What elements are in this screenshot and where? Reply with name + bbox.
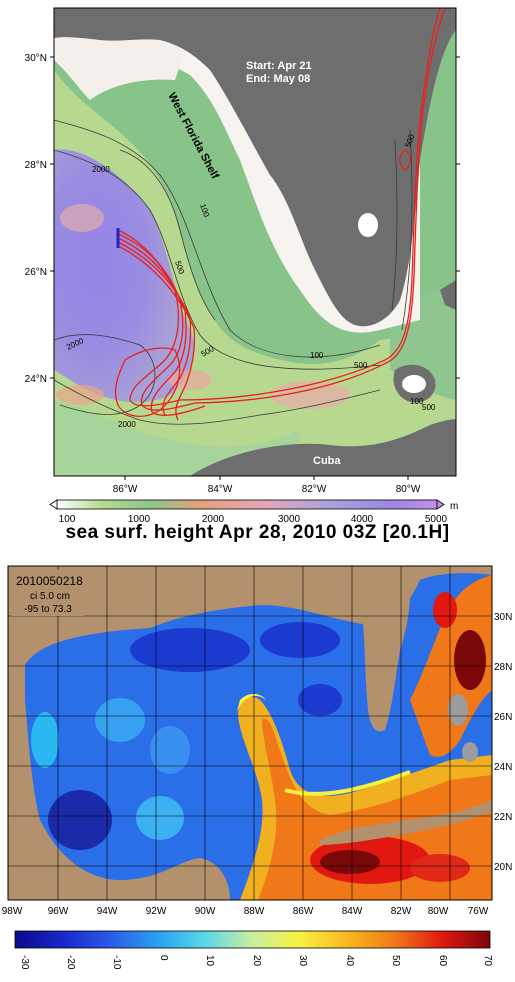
- contour-label: 100: [410, 397, 424, 406]
- contour-label: 500: [173, 260, 186, 276]
- ssh-lon-label: 86W: [293, 906, 314, 917]
- ssh-lon-label: 82W: [391, 906, 412, 917]
- ssh-colorbar-tick: -10: [111, 955, 122, 970]
- ssh-colorbar-tick: 70: [482, 955, 493, 967]
- florida-landmass: [54, 8, 456, 327]
- ssh-info-box: [12, 570, 84, 616]
- ssh-info-id: 2010050218: [16, 574, 83, 588]
- ssh-lon-label: 96W: [48, 906, 69, 917]
- ssh-frame: [7, 565, 493, 901]
- drifter-trajectories: [114, 8, 446, 421]
- lon-tick-label: 80°W: [396, 484, 421, 495]
- ssh-lon-label: 88W: [244, 906, 265, 917]
- lon-tick-label: 84°W: [208, 484, 233, 495]
- ssh-colorbar-tick: 20: [251, 955, 262, 967]
- bathymetry-map: 30°N 28°N 26°N 24°N 86°W 84°W 82°W 80°W …: [25, 7, 460, 525]
- ssh-colorbar-tick: -30: [19, 955, 30, 970]
- colorbar-tick: 100: [59, 514, 76, 525]
- colorbar-tick: 4000: [351, 514, 374, 525]
- contour-label: 500: [422, 403, 436, 412]
- colorbar-tick: 1000: [128, 514, 151, 525]
- ssh-colorbar-tick: 0: [158, 955, 169, 961]
- bathymetry-panel: 30°N 28°N 26°N 24°N 86°W 84°W 82°W 80°W …: [25, 7, 460, 525]
- colorbar-tick: 3000: [278, 514, 301, 525]
- lon-tick-label: 82°W: [302, 484, 327, 495]
- ssh-colorbar-tick: 50: [390, 955, 401, 967]
- ssh-lat-label: 20N: [494, 862, 512, 873]
- cuba-land: [320, 800, 492, 845]
- ssh-colorbar-tick: 60: [437, 955, 448, 967]
- ssh-title: sea surf. height Apr 28, 2010 03Z [20.1H…: [65, 522, 450, 543]
- cuba-landmass: [190, 419, 456, 476]
- colorbar-unit: m: [450, 501, 458, 512]
- lon-tick-label: 86°W: [113, 484, 138, 495]
- contour-label: 500: [403, 133, 416, 149]
- bathymetry-colorbar: [49, 499, 445, 510]
- ssh-colorbar-tick: 40: [344, 955, 355, 967]
- ssh-lat-label: 28N: [494, 662, 512, 673]
- lat-tick-label: 28°N: [25, 160, 47, 171]
- cuba-label: Cuba: [313, 455, 341, 467]
- contour-label: 2000: [118, 420, 136, 429]
- end-date-annotation: End: May 08: [246, 73, 310, 85]
- colorbar-tick: 2000: [202, 514, 225, 525]
- ssh-grid: [8, 566, 492, 900]
- ssh-lat-label: 26N: [494, 712, 512, 723]
- ssh-colorbar: [14, 930, 491, 949]
- ssh-lon-label: 80W: [428, 906, 449, 917]
- ssh-colorbar-tick: -20: [65, 955, 76, 970]
- florida-land: [360, 566, 411, 732]
- ssh-lat-label: 22N: [494, 812, 512, 823]
- lake-okeechobee: [358, 213, 378, 237]
- ssh-lat-label: 24N: [494, 762, 512, 773]
- ssh-lon-label: 92W: [146, 906, 167, 917]
- contour-label: 2000: [92, 165, 110, 174]
- ssh-info-ci: ci 5.0 cm: [30, 591, 70, 602]
- lat-tick-label: 30°N: [25, 53, 47, 64]
- map-frame: [53, 7, 457, 477]
- ssh-lon-label: 76W: [468, 906, 489, 917]
- contour-label: 100: [310, 351, 324, 360]
- contour-label: 100: [198, 203, 211, 219]
- ssh-colorbar-tick: 30: [297, 955, 308, 967]
- ssh-lon-label: 94W: [97, 906, 118, 917]
- ssh-panel: 2010050218 ci 5.0 cm -95 to 73.3 30N 28N…: [0, 548, 515, 977]
- start-date-annotation: Start: Apr 21: [246, 60, 312, 72]
- ssh-colorbar-tick: 10: [204, 955, 215, 967]
- ssh-lon-label: 98W: [2, 906, 23, 917]
- ssh-lon-label: 90W: [195, 906, 216, 917]
- colorbar-tick: 5000: [425, 514, 448, 525]
- depth-contours: [54, 119, 413, 425]
- contour-label: 500: [354, 361, 368, 370]
- ssh-info-range: -95 to 73.3: [24, 604, 72, 615]
- lat-tick-label: 26°N: [25, 267, 47, 278]
- lat-tick-label: 24°N: [25, 374, 47, 385]
- ssh-lat-label: 30N: [494, 612, 512, 623]
- ssh-map: 2010050218 ci 5.0 cm -95 to 73.3 30N 28N…: [2, 565, 512, 970]
- ssh-lon-label: 84W: [342, 906, 363, 917]
